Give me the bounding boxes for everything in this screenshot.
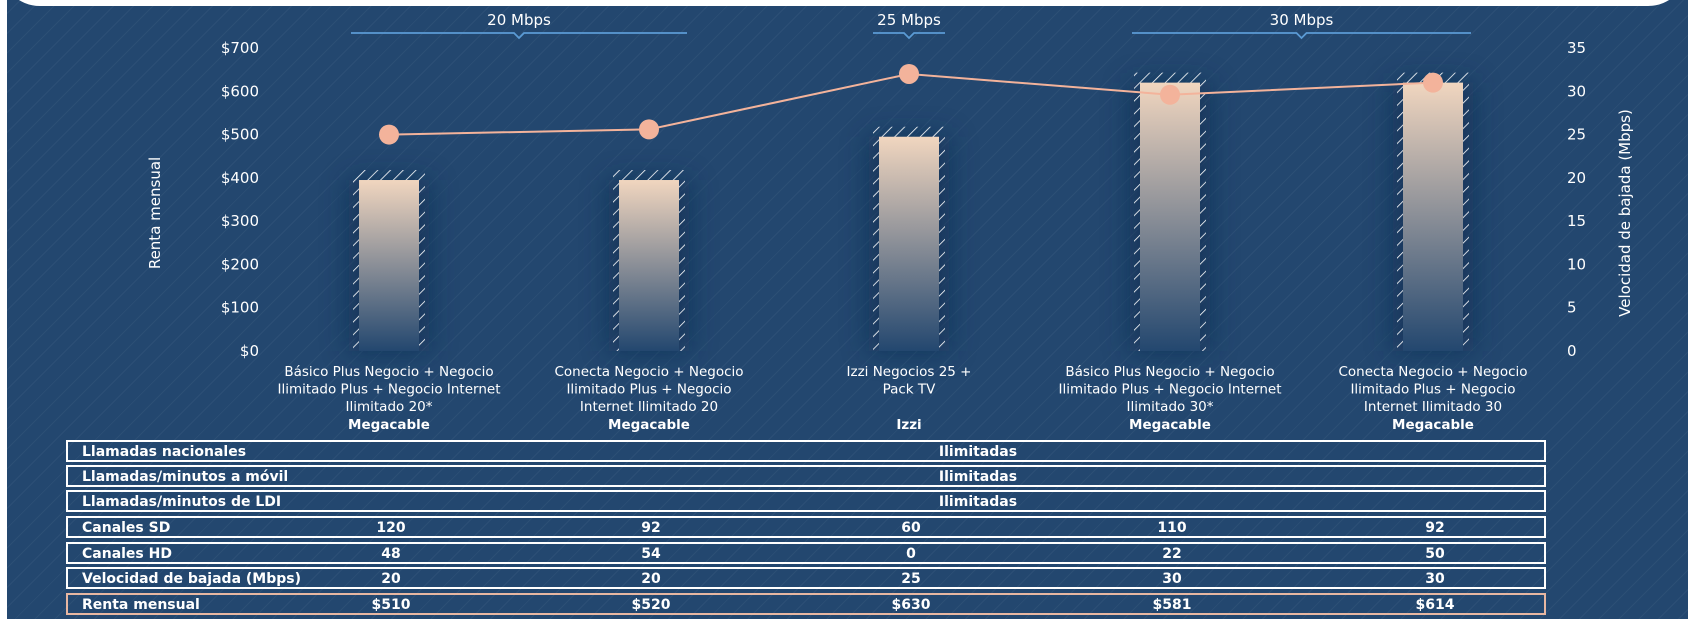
speed-point bbox=[1423, 72, 1443, 93]
bar bbox=[1140, 82, 1200, 351]
speed-group-layer: 20 Mbps 25 Mbps 30 Mbps bbox=[351, 11, 1471, 40]
table-cell: 30 bbox=[1162, 571, 1182, 587]
table-cell: 20 bbox=[641, 571, 661, 587]
table-cell: $630 bbox=[891, 597, 931, 613]
speed-point bbox=[1160, 84, 1180, 105]
table-cell: 120 bbox=[376, 520, 406, 536]
y-right-tick-label: 35 bbox=[1567, 39, 1586, 57]
table-cell: 22 bbox=[1162, 546, 1182, 562]
speed-point bbox=[379, 124, 399, 145]
y-axis-right-title: Velocidad de bajada (Mbps) bbox=[1616, 109, 1634, 317]
table-row: Llamadas nacionales Ilimitadas bbox=[66, 440, 1546, 462]
line-layer bbox=[379, 63, 1443, 145]
table-row: Canales HD 48 54 0 22 50 bbox=[66, 542, 1546, 564]
table-cell: $510 bbox=[371, 597, 411, 613]
table-cell: 92 bbox=[1425, 520, 1445, 536]
table-cell: 54 bbox=[641, 546, 661, 562]
y-right-tick-label: 25 bbox=[1567, 126, 1586, 144]
category-label: Básico Plus Negocio + Negocio bbox=[1065, 364, 1274, 380]
speed-group-bracket bbox=[873, 32, 945, 40]
y-left-tick-label: $400 bbox=[221, 169, 259, 187]
table-cell: 20 bbox=[381, 571, 401, 587]
y-right-tick-label: 5 bbox=[1567, 299, 1577, 317]
table-cell: 60 bbox=[901, 520, 921, 536]
category-label: Ilimitado Plus + Negocio Internet bbox=[277, 382, 500, 398]
table-cell: $581 bbox=[1152, 597, 1192, 613]
category-label: Ilimitado 20* bbox=[346, 399, 433, 415]
y-left-tick-label: $200 bbox=[221, 255, 259, 273]
table-cell: 25 bbox=[901, 571, 921, 587]
table-row-label: Llamadas/minutos a móvil bbox=[82, 469, 289, 485]
table-row: Llamadas/minutos de LDI Ilimitadas bbox=[66, 490, 1546, 512]
y-left-tick-label: $0 bbox=[240, 342, 259, 360]
category-brand: Megacable bbox=[1129, 417, 1211, 433]
table-row: Velocidad de bajada (Mbps) 20 20 25 30 30 bbox=[66, 567, 1546, 589]
category-label: Básico Plus Negocio + Negocio bbox=[284, 364, 493, 380]
y-left-tick-label: $100 bbox=[221, 299, 259, 317]
left-edge-strip bbox=[0, 0, 7, 619]
y-left-tick-label: $500 bbox=[221, 126, 259, 144]
category-label: Ilimitado 30* bbox=[1127, 399, 1214, 415]
category-label: Conecta Negocio + Negocio bbox=[1338, 364, 1527, 380]
table-cell: 110 bbox=[1157, 520, 1187, 536]
table-row: Canales SD 120 92 60 110 92 bbox=[66, 516, 1546, 538]
table-cell: 30 bbox=[1425, 571, 1445, 587]
bar bbox=[359, 180, 419, 351]
y-right-tick-label: 10 bbox=[1567, 255, 1586, 273]
top-card-edge bbox=[0, 0, 1688, 6]
y-right-tick-label: 20 bbox=[1567, 169, 1586, 187]
speed-group-label: 20 Mbps bbox=[487, 11, 551, 29]
table-row-label: Canales HD bbox=[82, 546, 172, 562]
bar bbox=[879, 136, 939, 351]
category-brand: Izzi bbox=[896, 417, 921, 433]
table-row-label: Llamadas nacionales bbox=[82, 444, 247, 460]
table-row: Renta mensual $510 $520 $630 $581 $614 bbox=[66, 593, 1546, 615]
y-right-tick-label: 30 bbox=[1567, 82, 1586, 100]
speed-point bbox=[639, 119, 659, 140]
category-label: Izzi Negocios 25 + bbox=[847, 364, 972, 380]
table-merged-cell: Ilimitadas bbox=[938, 494, 1018, 510]
category-label-layer: Básico Plus Negocio + Negocio Ilimitado P… bbox=[277, 364, 1527, 433]
table-merged-cell: Ilimitadas bbox=[938, 469, 1018, 485]
y-axis-left-title: Renta mensual bbox=[146, 157, 164, 269]
bar bbox=[1403, 82, 1463, 351]
axes-layer: $0 0 $100 5 $200 10 $300 15 $400 20 $500 25 $600 30 $7… bbox=[221, 39, 1586, 360]
y-left-tick-label: $300 bbox=[221, 212, 259, 230]
bar bbox=[619, 180, 679, 351]
table-cell: 0 bbox=[906, 546, 916, 562]
speed-group-bracket bbox=[1132, 32, 1471, 40]
category-label: Pack TV bbox=[883, 382, 937, 398]
table-row-label: Llamadas/minutos de LDI bbox=[82, 494, 282, 510]
table-row-label: Velocidad de bajada (Mbps) bbox=[82, 571, 301, 587]
category-label: Internet Ilimitado 30 bbox=[1364, 399, 1502, 415]
combo-chart: $0 0 $100 5 $200 10 $300 15 $400 20 $500 25 $600 30 $7… bbox=[146, 11, 1634, 433]
table-cell: $614 bbox=[1415, 597, 1455, 613]
bar-layer bbox=[359, 82, 1463, 351]
y-left-tick-label: $600 bbox=[221, 82, 259, 100]
category-label: Internet Ilimitado 20 bbox=[580, 399, 718, 415]
table-row-label: Renta mensual bbox=[82, 597, 200, 613]
table-row-label: Canales SD bbox=[82, 520, 171, 536]
speed-point bbox=[899, 63, 919, 84]
y-right-tick-label: 0 bbox=[1567, 342, 1577, 360]
speed-group-label: 25 Mbps bbox=[877, 11, 941, 29]
category-label: Ilimitado Plus + Negocio bbox=[1350, 382, 1515, 398]
table-merged-cell: Ilimitadas bbox=[938, 444, 1018, 460]
category-brand: Megacable bbox=[1392, 417, 1474, 433]
y-right-tick-label: 15 bbox=[1567, 212, 1586, 230]
table-cell: $520 bbox=[631, 597, 671, 613]
category-brand: Megacable bbox=[608, 417, 690, 433]
table-cell: 50 bbox=[1425, 546, 1445, 562]
table-row: Llamadas/minutos a móvil Ilimitadas bbox=[66, 465, 1546, 487]
category-label: Ilimitado Plus + Negocio bbox=[566, 382, 731, 398]
speed-group-bracket bbox=[351, 32, 687, 40]
category-label: Conecta Negocio + Negocio bbox=[554, 364, 743, 380]
table-cell: 92 bbox=[641, 520, 661, 536]
category-brand: Megacable bbox=[348, 417, 430, 433]
category-label: Ilimitado Plus + Negocio Internet bbox=[1058, 382, 1281, 398]
table-cell: 48 bbox=[381, 546, 401, 562]
speed-group-label: 30 Mbps bbox=[1270, 11, 1334, 29]
y-left-tick-label: $700 bbox=[221, 39, 259, 57]
